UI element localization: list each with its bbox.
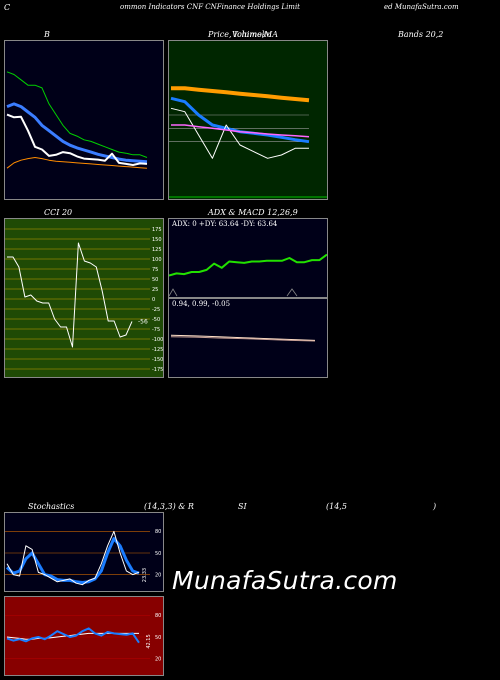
cci-chart: 175 150 125 100 75 50 25 0 -25 -50 -75 -100 -125 -150… bbox=[5, 219, 163, 377]
rsi-panel: 80 50 20 42.15 bbox=[4, 596, 164, 676]
cci-tick-label: 100 bbox=[152, 257, 162, 263]
rsi-line bbox=[6, 627, 140, 644]
stoch-tick-label: 50 bbox=[155, 551, 161, 557]
adx-dy-marker bbox=[286, 288, 298, 297]
price-series-0 bbox=[171, 86, 310, 103]
stoch-tick-label: 20 bbox=[155, 572, 161, 578]
price-title-volume: Volume, bbox=[232, 30, 265, 39]
macd-signal-line bbox=[170, 334, 316, 341]
cci-title: CCI 20 bbox=[44, 208, 73, 217]
macd-line bbox=[170, 336, 316, 342]
stoch-k-line bbox=[6, 530, 140, 586]
stoch-params: (14,3,3) & R bbox=[144, 502, 194, 511]
cci-panel: 175 150 125 100 75 50 25 0 -25 -50 -75 -100 -125 -150… bbox=[4, 218, 164, 378]
rsi-tick-label: 50 bbox=[155, 635, 161, 641]
price-ma-chart bbox=[169, 41, 327, 199]
price-title-ichimoku: Ichimoku bbox=[234, 30, 272, 39]
cci-line bbox=[7, 242, 133, 348]
cci-tick-label: 0 bbox=[152, 297, 155, 303]
panel-background bbox=[5, 41, 163, 199]
macd-chart bbox=[169, 299, 327, 377]
bb-series-2 bbox=[6, 113, 148, 166]
cci-tick-label: -125 bbox=[152, 347, 163, 353]
bb-series-1 bbox=[6, 102, 148, 164]
panel-background bbox=[169, 219, 327, 297]
price-title-ma: MA bbox=[264, 30, 278, 39]
panel-background bbox=[169, 41, 327, 199]
stoch-value-label: 23.33 bbox=[142, 568, 148, 582]
header-site: ed MunafaSutra.com bbox=[384, 3, 459, 11]
bollinger-chart bbox=[5, 41, 163, 199]
cci-tick-label: 50 bbox=[152, 277, 158, 283]
price-series-2 bbox=[170, 107, 309, 159]
adx-line bbox=[169, 253, 327, 277]
adx-dy-marker bbox=[169, 288, 178, 297]
watermark: MunafaSutra.com bbox=[172, 566, 398, 595]
adx-panel: ADX: 0 +DY: 63.64 -DY: 63.64 bbox=[168, 218, 328, 298]
rsi-tick-label: 80 bbox=[155, 613, 161, 619]
cci-tick-label: 150 bbox=[152, 237, 162, 243]
stoch-title: Stochastics bbox=[28, 502, 75, 511]
adx-label: ADX: 0 +DY: 63.64 -DY: 63.64 bbox=[172, 220, 278, 228]
cci-tick-label: -100 bbox=[152, 337, 163, 343]
cci-tick-label: -75 bbox=[152, 327, 160, 333]
panel-background bbox=[5, 513, 163, 591]
rsi-params: (14,5 bbox=[326, 502, 347, 511]
bb-series-3 bbox=[6, 157, 148, 169]
cci-tick-label: -150 bbox=[152, 357, 163, 363]
macd-panel: 0.94, 0.99, -0.05 bbox=[168, 298, 328, 378]
price-panel bbox=[168, 40, 328, 200]
header-title: ommon Indicators CNF CNFinance Holdings … bbox=[120, 3, 300, 11]
bollinger-panel bbox=[4, 40, 164, 200]
stochastics-chart: 80 50 20 23.33 bbox=[5, 513, 163, 591]
stoch-tick-label: 80 bbox=[155, 529, 161, 535]
bb-series-0 bbox=[6, 71, 148, 158]
cci-tick-label: 125 bbox=[152, 247, 162, 253]
stochastics-panel: 80 50 20 23.33 bbox=[4, 512, 164, 592]
cci-tick-label: 175 bbox=[152, 227, 162, 233]
cci-tick-label: 75 bbox=[152, 267, 158, 273]
panel-background bbox=[5, 597, 163, 675]
macd-label: 0.94, 0.99, -0.05 bbox=[172, 300, 231, 308]
adx-chart bbox=[169, 219, 327, 297]
bands-title: Bands 20,2 bbox=[398, 30, 444, 39]
price-series-3 bbox=[171, 124, 310, 138]
rsi-value-label: 42.15 bbox=[146, 634, 152, 648]
adx-macd-title: ADX & MACD 12,26,9 bbox=[208, 208, 298, 217]
cci-value-label: -56 bbox=[138, 318, 148, 325]
bb-title: B bbox=[44, 30, 50, 39]
cci-tick-label: -25 bbox=[152, 307, 160, 313]
rsi-title: SI bbox=[238, 502, 247, 511]
cci-tick-label: -175 bbox=[152, 367, 163, 373]
price-title-prefix: Price, bbox=[208, 30, 232, 39]
panel-background bbox=[5, 219, 163, 377]
rsi-params-close: ) bbox=[433, 502, 437, 511]
header-left: C bbox=[4, 3, 11, 12]
rsi-chart: 80 50 20 42.15 bbox=[5, 597, 163, 675]
rsi-tick-label: 20 bbox=[155, 656, 161, 662]
cci-tick-label: -50 bbox=[152, 317, 160, 323]
cci-tick-label: 25 bbox=[152, 287, 158, 293]
